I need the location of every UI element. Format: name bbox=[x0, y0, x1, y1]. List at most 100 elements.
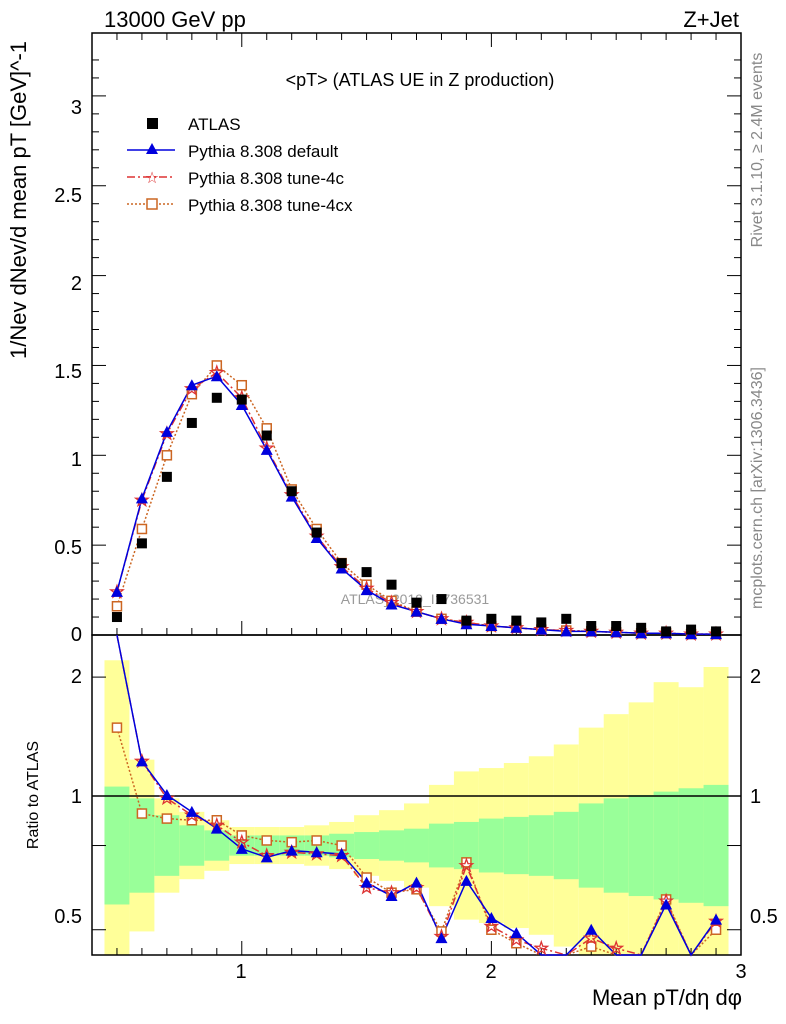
atlas-point bbox=[186, 417, 197, 428]
atlas-point bbox=[136, 538, 147, 549]
ratio-tune4c-point bbox=[183, 806, 200, 823]
ratio-tick-label: 0.5 bbox=[54, 906, 82, 928]
ratio-default-point bbox=[210, 822, 223, 834]
y-tick-label: 1.5 bbox=[54, 361, 82, 383]
default-point bbox=[510, 621, 523, 633]
ratio-band-inner bbox=[179, 825, 205, 866]
default-point bbox=[185, 379, 198, 391]
ratio-band-inner bbox=[653, 791, 679, 900]
atlas-point bbox=[161, 471, 172, 482]
ratio-band-inner bbox=[478, 818, 504, 873]
plot-title: <pT> (ATLAS UE in Z production) bbox=[286, 70, 555, 90]
ratio-default-point bbox=[260, 851, 273, 863]
default-point bbox=[610, 626, 623, 638]
ratio-default-point bbox=[160, 789, 173, 800]
default-point bbox=[410, 605, 423, 617]
ratio-band-inner bbox=[104, 786, 130, 905]
ratio-default-point bbox=[335, 847, 348, 859]
x-tick-label: 2 bbox=[485, 961, 496, 983]
x-tick-label: 3 bbox=[735, 961, 746, 983]
legend-label: Pythia 8.308 tune-4cx bbox=[188, 196, 353, 215]
y-tick-label: 2 bbox=[71, 273, 82, 295]
legend-marker-default bbox=[146, 143, 158, 154]
ratio-default-point bbox=[360, 876, 373, 888]
rivet-label: Rivet 3.1.10, ≥ 2.4M events bbox=[749, 53, 766, 248]
y-tick-label: 1 bbox=[71, 449, 82, 471]
ratio-tune4cx-point bbox=[710, 924, 722, 935]
ratio-tune4cx-point bbox=[585, 941, 597, 952]
atlas-point bbox=[211, 392, 222, 403]
ratio-band-inner bbox=[379, 830, 405, 861]
energy-label: 13000 GeV pp bbox=[104, 7, 246, 32]
ratio-default-point bbox=[385, 890, 398, 902]
ratio-band-inner bbox=[603, 798, 629, 893]
ratio-tune4c-point bbox=[158, 789, 175, 806]
ratio-tick-label: 2 bbox=[71, 666, 82, 688]
ratio-tune4c-point bbox=[483, 917, 500, 934]
ratio-default-point bbox=[485, 911, 498, 923]
atlas-point bbox=[686, 624, 697, 635]
atlas-point bbox=[561, 613, 572, 624]
atlas-point bbox=[361, 567, 372, 578]
ratio-band-inner bbox=[578, 803, 604, 888]
process-label: Z+Jet bbox=[683, 7, 739, 32]
atlas-point bbox=[461, 615, 472, 626]
atlas-point bbox=[286, 486, 297, 497]
atlas-point bbox=[236, 394, 247, 405]
ratio-tick-label: 1 bbox=[71, 786, 82, 808]
tune4cx-point bbox=[236, 379, 248, 391]
ratio-default-point bbox=[135, 755, 148, 767]
atlas-point bbox=[336, 558, 347, 569]
default-point bbox=[135, 492, 148, 504]
default-point bbox=[260, 443, 273, 455]
ratio-band-inner bbox=[628, 795, 654, 897]
ratio-default-point bbox=[185, 805, 198, 817]
legend-marker-atlas bbox=[147, 118, 158, 129]
ratio-axis-title: Ratio to ATLAS bbox=[25, 741, 42, 849]
x-tick-label: 1 bbox=[235, 961, 246, 983]
tune4cx-point bbox=[161, 450, 173, 461]
ratio-tune4cx-point bbox=[136, 808, 148, 819]
ratio-default-point bbox=[410, 876, 423, 888]
legend-marker-tune4cx bbox=[146, 198, 158, 210]
ratio-band-inner bbox=[354, 832, 380, 859]
ratio-tune4cx-point bbox=[261, 835, 272, 846]
ratio-tune4c-point bbox=[533, 939, 550, 956]
y-tick-label: 0 bbox=[71, 624, 82, 646]
ratio-tick-label-right: 0.5 bbox=[750, 906, 778, 928]
data-marks bbox=[108, 360, 725, 957]
ratio-default-point bbox=[460, 874, 473, 886]
default-point bbox=[160, 425, 173, 437]
ratio-tune4c-point bbox=[608, 939, 625, 956]
atlas-point bbox=[711, 626, 722, 637]
y-tick-label: 3 bbox=[71, 97, 82, 119]
default-point bbox=[210, 370, 223, 382]
ratio-default-point bbox=[660, 898, 673, 910]
ratio-band-inner bbox=[678, 788, 704, 903]
axis-ticks bbox=[91, 33, 742, 955]
atlas-point bbox=[661, 626, 672, 637]
ratio-band-inner bbox=[428, 823, 454, 868]
ratio-default-point bbox=[310, 846, 323, 858]
atlas-point bbox=[586, 621, 597, 632]
ratio-tune4c-point bbox=[583, 929, 600, 946]
y-tick-label: 0.5 bbox=[54, 537, 82, 559]
legend-label: ATLAS bbox=[188, 115, 241, 134]
ratio-tune4cx-point bbox=[111, 722, 123, 733]
legend-label: Pythia 8.308 tune-4c bbox=[188, 169, 344, 188]
atlas-point bbox=[311, 527, 322, 538]
atlas-point bbox=[436, 594, 447, 605]
ratio-tune4cx-point bbox=[161, 813, 173, 824]
legend-label: Pythia 8.308 default bbox=[188, 142, 339, 161]
default-point bbox=[385, 598, 398, 610]
atlas-point bbox=[511, 615, 522, 626]
ratio-default-point bbox=[510, 927, 523, 939]
ratio-band-inner bbox=[154, 815, 180, 876]
tune4c-point bbox=[183, 380, 200, 396]
legend-marker-tune4c: ☆ bbox=[145, 170, 159, 187]
ratio-default-point bbox=[235, 842, 248, 854]
ratio-default-point bbox=[710, 913, 723, 925]
ratio-default-point bbox=[435, 932, 448, 944]
default-point bbox=[485, 620, 498, 632]
